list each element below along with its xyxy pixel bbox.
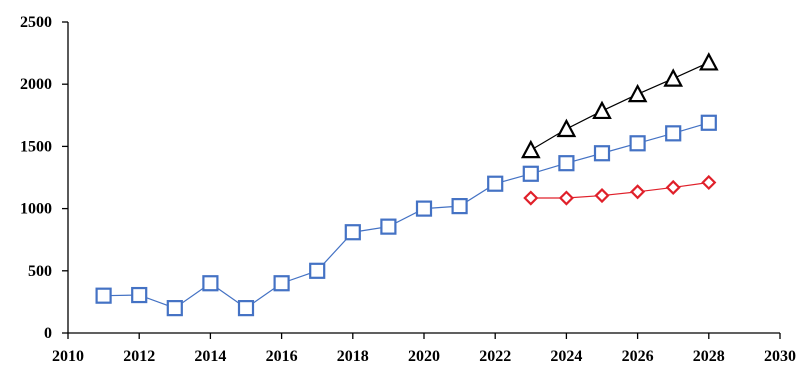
y-tick-label: 1500	[20, 138, 52, 155]
x-tick-label: 2010	[52, 348, 84, 365]
x-tick-label: 2016	[266, 348, 298, 365]
series-line	[530, 181, 709, 199]
x-tick-label: 2024	[550, 348, 582, 365]
x-tick-label: 2026	[622, 348, 654, 365]
x-tick-label: 2022	[479, 348, 511, 365]
data-point-square	[558, 155, 575, 172]
data-point-square	[415, 200, 433, 217]
series-triangle	[520, 52, 719, 159]
data-point-diamond	[701, 174, 717, 191]
data-point-square	[166, 300, 183, 317]
data-point-square	[700, 114, 717, 131]
data-point-square	[202, 275, 219, 292]
y-tick-label: 1000	[20, 201, 52, 218]
x-tick-label: 2018	[337, 348, 369, 365]
data-point-diamond	[630, 184, 646, 200]
y-tick-label: 2000	[20, 76, 52, 93]
data-point-square	[380, 218, 397, 235]
data-point-square	[522, 165, 539, 182]
data-point-square	[451, 198, 468, 215]
data-point-square	[487, 175, 504, 192]
chart-axes	[62, 21, 781, 339]
data-point-diamond	[594, 187, 610, 204]
y-tick-label: 500	[28, 263, 52, 280]
data-point-square	[237, 300, 255, 317]
data-point-diamond	[523, 190, 539, 206]
series-diamond	[523, 174, 717, 206]
data-point-diamond	[558, 190, 574, 206]
chart-series-layer	[95, 52, 719, 317]
data-point-square	[344, 224, 361, 241]
data-point-triangle	[592, 100, 612, 120]
series-square	[95, 114, 717, 317]
data-point-square	[95, 287, 112, 304]
data-point-square	[273, 275, 290, 292]
x-tick-label: 2012	[123, 348, 155, 365]
data-point-square	[131, 286, 148, 304]
x-tick-label: 2030	[764, 348, 796, 365]
data-point-square	[665, 125, 682, 142]
data-point-triangle	[627, 83, 648, 103]
y-tick-label: 0	[44, 325, 52, 342]
data-point-triangle	[556, 118, 577, 138]
data-point-triangle	[663, 68, 684, 87]
data-point-square	[593, 145, 611, 162]
data-point-square	[629, 135, 646, 152]
data-point-triangle	[698, 52, 719, 71]
data-point-diamond	[665, 179, 681, 196]
series-line	[103, 122, 709, 309]
x-tick-label: 2014	[194, 348, 226, 365]
data-point-square	[309, 262, 326, 279]
y-tick-label: 2500	[20, 14, 52, 31]
x-tick-label: 2020	[408, 348, 440, 365]
chart-tick-labels: 0 500 1000 1500 2000 2500 2010 2012 2014 2016 2018…	[20, 14, 796, 365]
data-point-triangle	[520, 139, 541, 159]
x-tick-label: 2028	[693, 348, 725, 365]
